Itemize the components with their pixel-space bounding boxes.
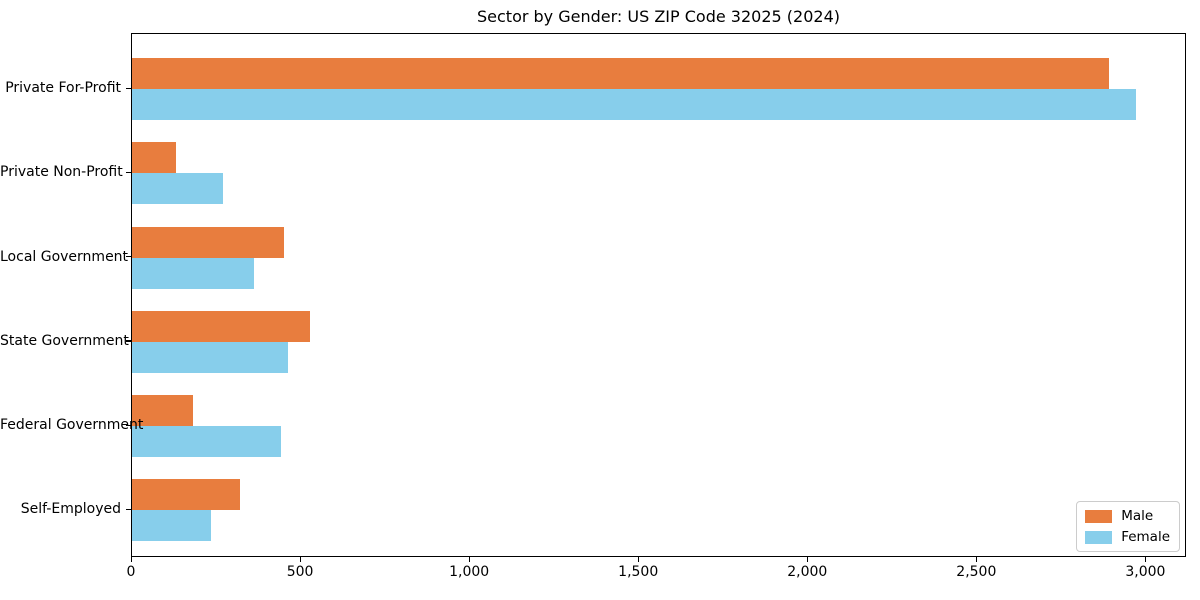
bar-female-local-government xyxy=(132,257,254,289)
y-tick-label-federal-government: Federal Government xyxy=(0,417,144,434)
legend-entry-female: Female xyxy=(1085,529,1170,545)
bar-female-self-employed xyxy=(132,510,212,542)
x-tick-mark xyxy=(975,557,978,562)
x-tick-mark xyxy=(1144,557,1147,562)
bar-female-state-government xyxy=(132,341,288,373)
bar-male-private-for-profit xyxy=(132,58,1110,89)
bar-male-self-employed xyxy=(132,479,241,511)
x-tick-mark xyxy=(637,557,639,562)
y-tick-label-private-non-profit: Private Non-Profit xyxy=(0,164,123,181)
bar-male-local-government xyxy=(132,226,285,258)
y-tick-mark xyxy=(126,340,131,342)
x-tick-label-1-000: 1,000 xyxy=(449,564,490,580)
chart-title: Sector by Gender: US ZIP Code 32025 (202… xyxy=(477,7,840,26)
bar-male-federal-government xyxy=(132,395,193,427)
x-tick-mark xyxy=(130,557,132,562)
x-tick-label-1-500: 1,500 xyxy=(618,564,659,580)
bar-male-private-non-profit xyxy=(132,142,176,174)
x-tick-label-3-000: 3,000 xyxy=(1125,564,1166,580)
x-tick-mark xyxy=(806,557,809,562)
legend-swatch-male xyxy=(1085,509,1113,523)
legend-swatch-female xyxy=(1085,530,1113,544)
x-tick-label-2-500: 2,500 xyxy=(956,564,997,580)
y-tick-mark xyxy=(126,171,131,174)
bar-female-private-non-profit xyxy=(132,173,224,205)
x-tick-mark xyxy=(299,557,301,562)
y-tick-label-private-for-profit: Private For-Profit xyxy=(5,80,121,96)
bar-female-federal-government xyxy=(132,426,281,458)
legend-label-female: Female xyxy=(1121,529,1170,545)
legend-label-male: Male xyxy=(1121,508,1154,524)
bar-male-state-government xyxy=(132,310,310,342)
plot-area: Male Female xyxy=(131,33,1186,557)
legend-entry-male: Male xyxy=(1085,508,1170,524)
x-tick-label-2-000: 2,000 xyxy=(787,564,828,580)
x-tick-label-0: 0 xyxy=(126,564,136,580)
bar-female-private-for-profit xyxy=(132,89,1137,120)
y-tick-mark xyxy=(126,424,131,426)
y-tick-mark xyxy=(126,87,131,89)
y-tick-label-state-government: State Government xyxy=(0,332,129,349)
y-tick-label-local-government: Local Government xyxy=(0,248,129,265)
x-tick-label-500: 500 xyxy=(286,564,314,580)
y-tick-mark xyxy=(126,256,131,258)
y-tick-mark xyxy=(126,508,131,511)
legend: Male Female xyxy=(1076,501,1180,552)
x-tick-mark xyxy=(468,557,470,562)
y-tick-label-self-employed: Self-Employed xyxy=(20,501,121,518)
